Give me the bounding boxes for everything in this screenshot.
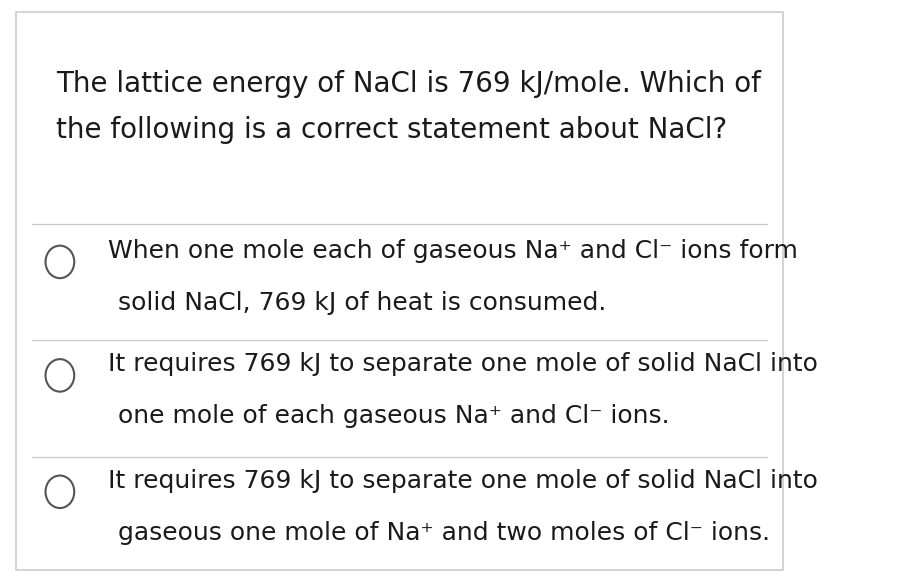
Text: The lattice energy of NaCl is 769 kJ/mole. Which of: The lattice energy of NaCl is 769 kJ/mol… xyxy=(56,70,759,98)
Text: gaseous one mole of Na⁺ and two moles of Cl⁻ ions.: gaseous one mole of Na⁺ and two moles of… xyxy=(118,521,769,545)
FancyBboxPatch shape xyxy=(16,12,782,570)
Text: It requires 769 kJ to separate one mole of solid NaCl into: It requires 769 kJ to separate one mole … xyxy=(107,469,817,492)
Text: It requires 769 kJ to separate one mole of solid NaCl into: It requires 769 kJ to separate one mole … xyxy=(107,352,817,376)
Text: one mole of each gaseous Na⁺ and Cl⁻ ions.: one mole of each gaseous Na⁺ and Cl⁻ ion… xyxy=(118,404,669,428)
Text: When one mole each of gaseous Na⁺ and Cl⁻ ions form: When one mole each of gaseous Na⁺ and Cl… xyxy=(107,239,796,262)
Text: solid NaCl, 769 kJ of heat is consumed.: solid NaCl, 769 kJ of heat is consumed. xyxy=(118,291,606,315)
Text: the following is a correct statement about NaCl?: the following is a correct statement abo… xyxy=(56,116,726,144)
